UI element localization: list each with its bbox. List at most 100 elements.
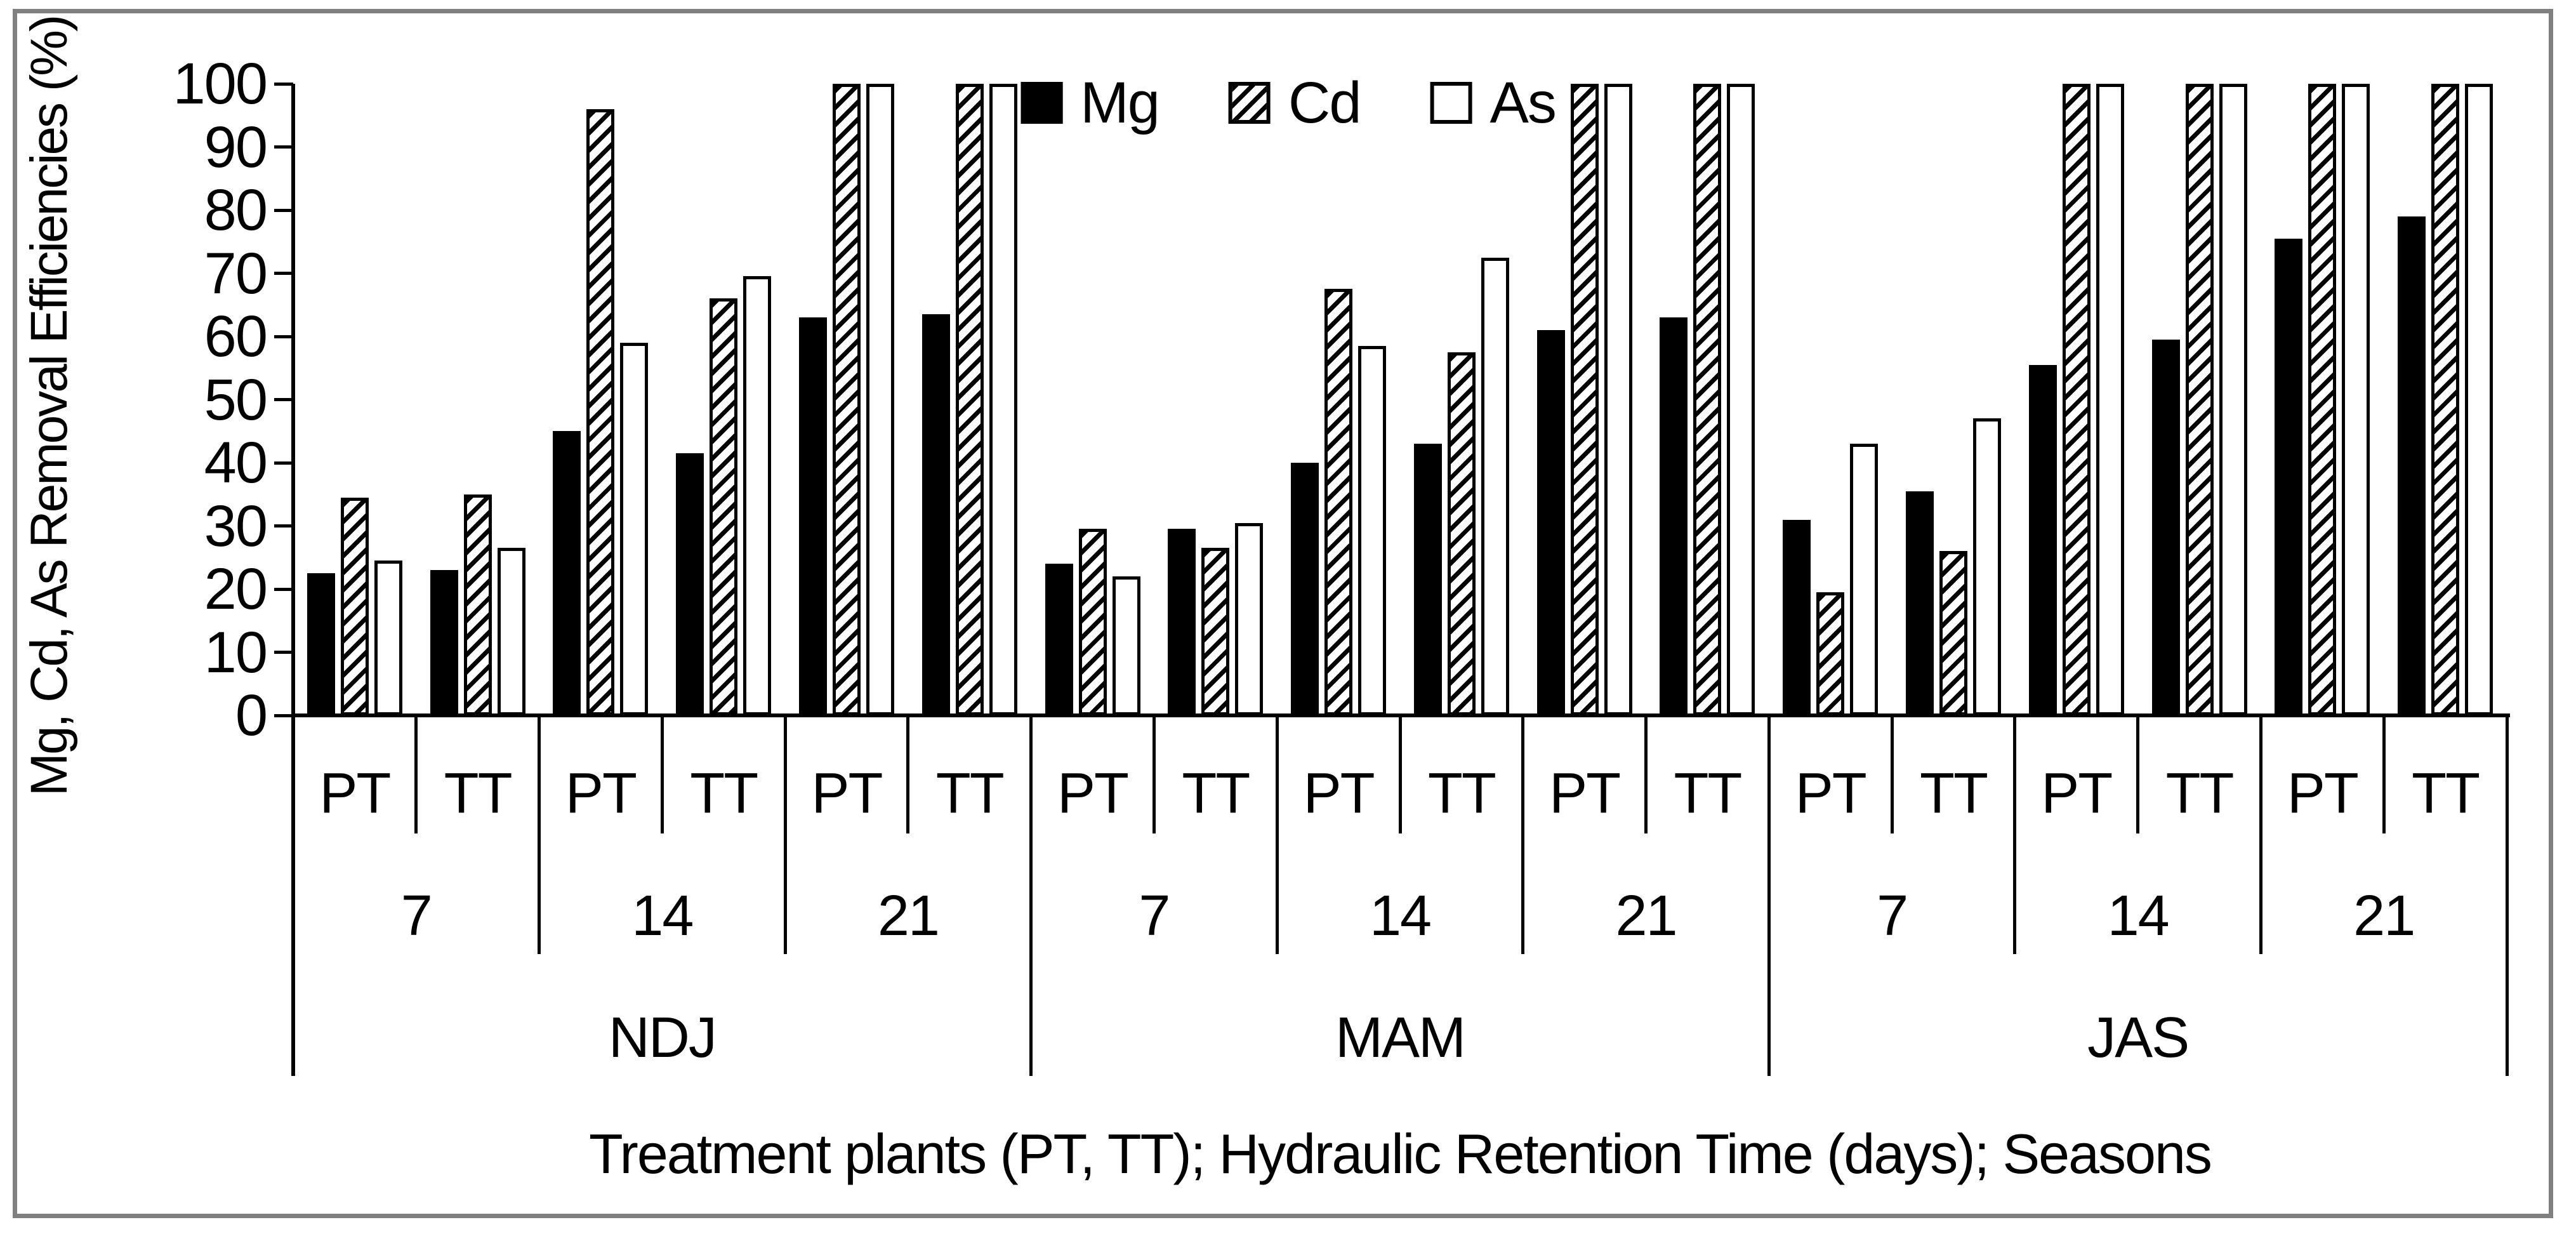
legend-swatch-mg-icon (1020, 82, 1063, 124)
x-label-plant: PT (565, 762, 637, 825)
x-label-hrt: 14 (2107, 884, 2170, 948)
legend-item-mg: Mg (1020, 70, 1160, 135)
x-label-season: JAS (2087, 1006, 2190, 1070)
bar-mam-14-pt-as (1358, 345, 1387, 715)
bar-ndj-21-pt-cd (833, 84, 861, 715)
bar-jas-21-tt-mg (2398, 216, 2426, 715)
legend-label-mg: Mg (1080, 70, 1160, 135)
x-label-season: MAM (1335, 1006, 1466, 1070)
bar-mam-21-pt-cd (1570, 84, 1599, 715)
bar-jas-14-tt-cd (2185, 84, 2214, 715)
y-axis-line (291, 84, 295, 1076)
bar-jas-7-pt-cd (1816, 592, 1845, 715)
axis-separator (2382, 715, 2386, 833)
legend-item-as: As (1430, 70, 1557, 135)
axis-separator (2505, 715, 2509, 1076)
x-label-plant: PT (811, 762, 883, 825)
bar-mam-21-tt-as (1727, 84, 1755, 715)
bar-mam-21-pt-as (1604, 84, 1632, 715)
bar-mam-7-tt-mg (1168, 529, 1196, 715)
bar-jas-21-tt-cd (2431, 84, 2460, 715)
bar-mam-21-pt-mg (1536, 330, 1565, 715)
y-tick (274, 461, 293, 465)
axis-separator (414, 715, 418, 833)
x-label-plant: TT (935, 762, 1005, 825)
x-label-plant: TT (444, 762, 513, 825)
bar-jas-14-tt-mg (2151, 339, 2180, 715)
bar-jas-7-tt-as (1973, 418, 2001, 715)
legend-swatch-cd-icon (1228, 82, 1271, 124)
bar-ndj-7-pt-as (374, 561, 402, 715)
x-label-plant: TT (2165, 762, 2235, 825)
bar-ndj-7-tt-as (497, 548, 525, 715)
bar-ndj-21-tt-mg (921, 314, 950, 715)
bar-ndj-21-tt-cd (955, 84, 984, 715)
axis-separator (1275, 715, 1279, 954)
bar-mam-14-tt-cd (1447, 352, 1476, 715)
axis-separator (1890, 715, 1894, 833)
bar-ndj-21-pt-mg (799, 317, 827, 715)
bar-ndj-7-tt-mg (430, 570, 458, 715)
x-label-hrt: 14 (631, 884, 694, 948)
x-label-hrt: 21 (1615, 884, 1677, 948)
x-label-plant: PT (1057, 762, 1129, 825)
y-tick-label: 100 (173, 51, 268, 116)
axis-separator (538, 715, 541, 954)
y-tick (274, 335, 293, 338)
x-label-plant: PT (319, 762, 391, 825)
x-label-hrt: 14 (1369, 884, 1432, 948)
x-label-plant: TT (1427, 762, 1496, 825)
bar-jas-7-pt-mg (1783, 519, 1811, 715)
x-label-plant: PT (2041, 762, 2113, 825)
bar-mam-7-tt-cd (1201, 548, 1230, 715)
axis-separator (2013, 715, 2017, 954)
x-label-hrt: 7 (400, 884, 433, 948)
bar-jas-7-tt-mg (1906, 491, 1934, 715)
legend-label-cd: Cd (1288, 70, 1362, 135)
y-tick-label: 30 (204, 493, 268, 559)
y-tick (274, 651, 293, 654)
bar-mam-7-tt-as (1235, 522, 1264, 715)
axis-separator (2259, 715, 2262, 954)
legend-swatch-as-icon (1430, 82, 1472, 124)
x-label-plant: TT (2412, 762, 2480, 825)
bar-jas-7-tt-cd (1939, 551, 1967, 715)
legend: Mg Cd As (1020, 70, 1557, 135)
bar-ndj-14-pt-cd (586, 109, 615, 715)
bar-jas-7-pt-as (1850, 444, 1879, 715)
y-tick-label: 0 (235, 683, 268, 748)
bar-jas-14-tt-as (2219, 84, 2247, 715)
y-tick-label: 20 (204, 557, 268, 621)
y-tick-label: 60 (204, 304, 268, 369)
x-label-hrt: 21 (2353, 884, 2415, 948)
bar-ndj-21-tt-as (989, 84, 1017, 715)
y-tick (274, 208, 293, 212)
axis-separator (2136, 715, 2140, 833)
y-tick-label: 50 (204, 367, 268, 432)
axis-separator (783, 715, 787, 954)
legend-label-as: As (1489, 70, 1557, 135)
x-label-plant: PT (2287, 762, 2359, 825)
bar-jas-21-pt-cd (2308, 84, 2337, 715)
bar-mam-14-tt-as (1481, 257, 1509, 715)
bar-mam-21-tt-cd (1693, 84, 1722, 715)
legend-item-cd: Cd (1228, 70, 1362, 135)
axis-separator (1521, 715, 1525, 954)
axis-separator (1767, 715, 1771, 1076)
x-label-plant: PT (1795, 762, 1867, 825)
bar-ndj-14-pt-as (620, 342, 649, 715)
bar-jas-21-pt-mg (2275, 238, 2303, 715)
bar-ndj-7-pt-mg (307, 573, 335, 715)
y-tick-label: 90 (204, 114, 268, 180)
bar-mam-7-pt-cd (1078, 529, 1107, 715)
bar-mam-7-pt-as (1112, 576, 1140, 715)
y-tick-label: 10 (204, 620, 268, 685)
y-axis-title: Mg, Cd, As Removal Efficiencies (%) (20, 16, 78, 797)
y-tick (274, 145, 293, 149)
bar-ndj-7-tt-cd (463, 494, 492, 715)
axis-separator (906, 715, 910, 833)
x-label-hrt: 21 (877, 884, 940, 948)
bar-mam-14-pt-cd (1324, 289, 1353, 715)
bar-jas-14-pt-cd (2062, 84, 2091, 715)
x-label-hrt: 7 (1877, 884, 1908, 948)
